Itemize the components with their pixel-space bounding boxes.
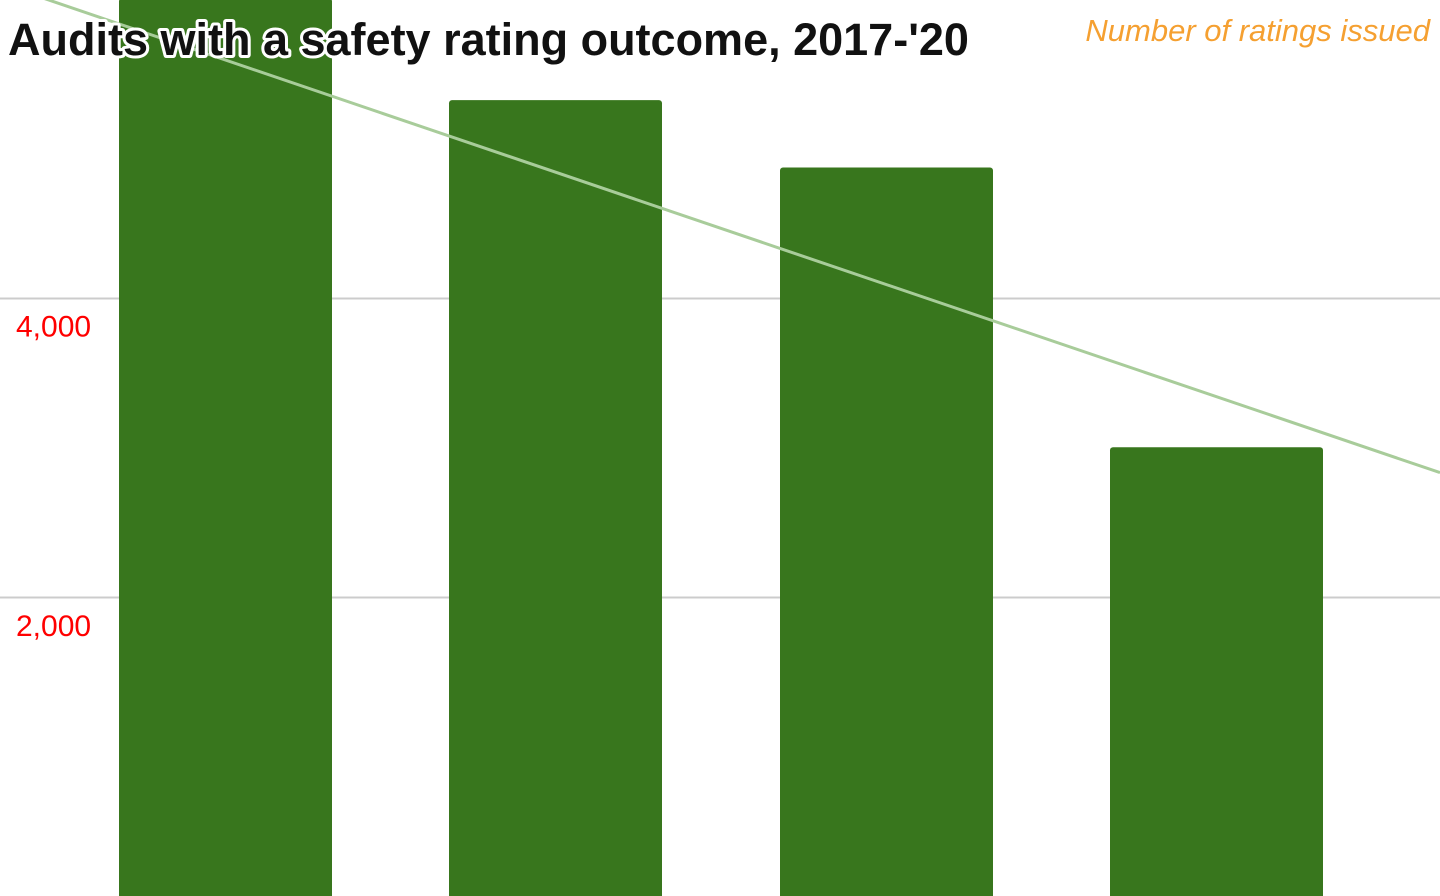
trendline-group bbox=[44, 0, 1440, 475]
legend-label: Number of ratings issued bbox=[1085, 13, 1431, 48]
trendline bbox=[44, 0, 1440, 475]
y-tick-label-4000: 4,000 bbox=[16, 311, 91, 344]
bars bbox=[119, 0, 1323, 896]
bar-2019 bbox=[780, 167, 993, 896]
bar-2018 bbox=[449, 100, 662, 896]
y-tick-labels: 2,000 4,000 bbox=[16, 311, 91, 643]
bar-2020 bbox=[1110, 447, 1323, 896]
bar-2017 bbox=[119, 0, 332, 896]
chart-title: Audits with a safety rating outcome, 201… bbox=[8, 14, 969, 65]
y-tick-label-2000: 2,000 bbox=[16, 610, 91, 643]
